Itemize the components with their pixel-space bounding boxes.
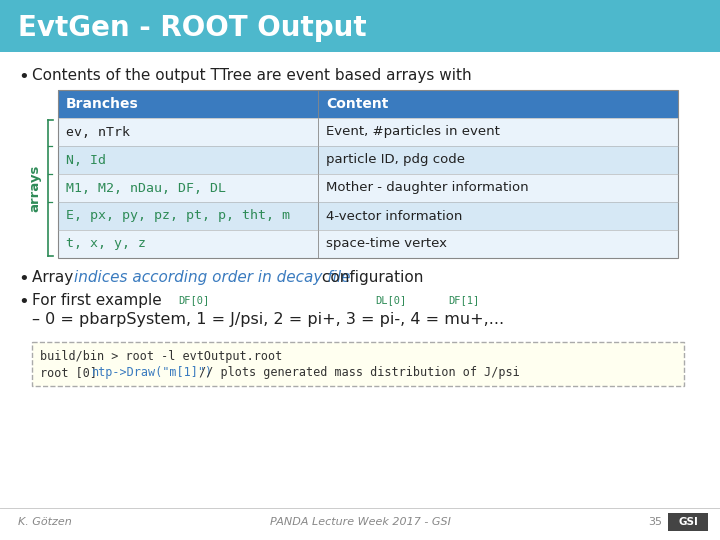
Text: Mother - daughter information: Mother - daughter information bbox=[326, 181, 528, 194]
Text: 4-vector information: 4-vector information bbox=[326, 210, 462, 222]
Text: configuration: configuration bbox=[317, 270, 423, 285]
Text: ev, nTrk: ev, nTrk bbox=[66, 125, 130, 138]
Text: space-time vertex: space-time vertex bbox=[326, 238, 447, 251]
Text: particle ID, pdg code: particle ID, pdg code bbox=[326, 153, 465, 166]
Text: •: • bbox=[18, 293, 29, 311]
Text: •: • bbox=[18, 270, 29, 288]
Text: •: • bbox=[18, 68, 29, 86]
Text: PANDA Lecture Week 2017 - GSI: PANDA Lecture Week 2017 - GSI bbox=[269, 517, 451, 527]
Text: For first example: For first example bbox=[32, 293, 162, 308]
Text: DL[0]: DL[0] bbox=[375, 295, 406, 305]
Text: DF[1]: DF[1] bbox=[448, 295, 480, 305]
Text: K. Götzen: K. Götzen bbox=[18, 517, 72, 527]
Text: N, Id: N, Id bbox=[66, 153, 106, 166]
FancyBboxPatch shape bbox=[58, 230, 678, 258]
Text: indices according order in decay file: indices according order in decay file bbox=[74, 270, 351, 285]
Text: ntp->Draw("m[1]"): ntp->Draw("m[1]") bbox=[92, 366, 213, 379]
Text: Event, #particles in event: Event, #particles in event bbox=[326, 125, 500, 138]
FancyBboxPatch shape bbox=[58, 174, 678, 202]
Text: Contents of the output TTree are event based arrays with: Contents of the output TTree are event b… bbox=[32, 68, 472, 83]
Text: t, x, y, z: t, x, y, z bbox=[66, 238, 146, 251]
FancyBboxPatch shape bbox=[58, 146, 678, 174]
Text: E, px, py, pz, pt, p, tht, m: E, px, py, pz, pt, p, tht, m bbox=[66, 210, 290, 222]
FancyBboxPatch shape bbox=[0, 0, 720, 52]
Text: M1, M2, nDau, DF, DL: M1, M2, nDau, DF, DL bbox=[66, 181, 226, 194]
Text: Array: Array bbox=[32, 270, 78, 285]
Text: GSI: GSI bbox=[678, 517, 698, 527]
Text: arrays: arrays bbox=[29, 164, 42, 212]
Text: – 0 = pbarpSystem, 1 = J/psi, 2 = pi+, 3 = pi-, 4 = mu+,...: – 0 = pbarpSystem, 1 = J/psi, 2 = pi+, 3… bbox=[32, 312, 504, 327]
Text: EvtGen - ROOT Output: EvtGen - ROOT Output bbox=[18, 14, 366, 42]
Text: Branches: Branches bbox=[66, 97, 139, 111]
Text: root [0]: root [0] bbox=[40, 366, 104, 379]
FancyBboxPatch shape bbox=[32, 342, 684, 386]
FancyBboxPatch shape bbox=[58, 118, 678, 146]
FancyBboxPatch shape bbox=[58, 202, 678, 230]
Text: // plots generated mass distribution of J/psi: // plots generated mass distribution of … bbox=[192, 366, 520, 379]
Text: 35: 35 bbox=[648, 517, 662, 527]
FancyBboxPatch shape bbox=[58, 90, 678, 118]
Text: Content: Content bbox=[326, 97, 388, 111]
Text: DF[0]: DF[0] bbox=[178, 295, 210, 305]
FancyBboxPatch shape bbox=[668, 513, 708, 531]
Text: build/bin > root -l evtOutput.root: build/bin > root -l evtOutput.root bbox=[40, 350, 282, 363]
